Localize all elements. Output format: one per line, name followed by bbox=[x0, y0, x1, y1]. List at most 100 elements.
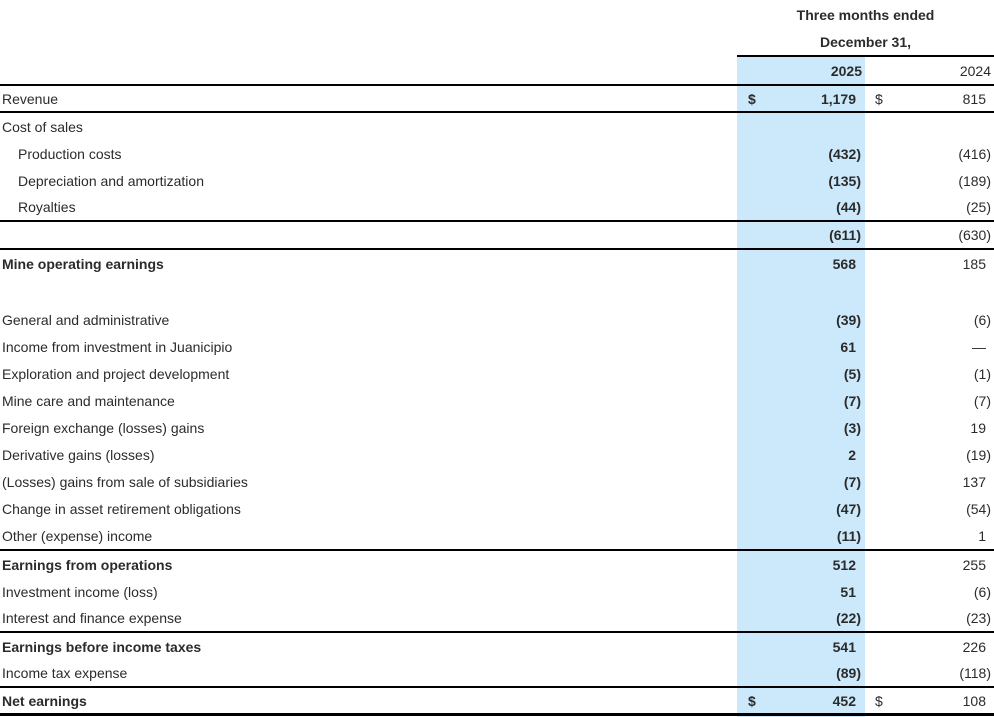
amount-2024: (19) bbox=[966, 446, 991, 463]
table-row-derivative: Derivative gains (losses) 2 (19) bbox=[0, 441, 994, 468]
row-label: Foreign exchange (losses) gains bbox=[2, 419, 205, 436]
period-line1: Three months ended bbox=[796, 6, 935, 23]
cell-2024: (1) bbox=[865, 366, 994, 382]
cell-2025: (89) bbox=[737, 665, 865, 681]
cell-2025: (39) bbox=[737, 312, 865, 328]
cell-2024: 226 bbox=[865, 639, 994, 655]
cell-2024: 255 bbox=[865, 557, 994, 573]
row-label: Royalties bbox=[18, 199, 76, 215]
dollar-sign: $ bbox=[875, 692, 883, 709]
amount-2025: (47) bbox=[836, 500, 861, 517]
row-label: Exploration and project development bbox=[2, 365, 230, 382]
table-row-cost-of-sales-total: (611) (630) bbox=[0, 222, 994, 250]
cell-2025: (5) bbox=[737, 366, 865, 382]
table-row-mine-operating-earnings: Mine operating earnings 568 185 bbox=[0, 250, 994, 278]
cell-2025: $452 bbox=[737, 693, 865, 709]
row-label: Mine operating earnings bbox=[2, 256, 164, 272]
row-label: Derivative gains (losses) bbox=[2, 446, 155, 463]
cell-2025: (611) bbox=[737, 227, 865, 243]
cell-2024: (630) bbox=[865, 227, 994, 243]
row-label: Interest and finance expense bbox=[2, 610, 182, 626]
cell-2025: (135) bbox=[737, 173, 865, 189]
table-row-income-juanicipio: Income from investment in Juanicipio 61 … bbox=[0, 333, 994, 360]
amount-2025: (11) bbox=[836, 527, 861, 544]
amount-2025: 452 bbox=[832, 692, 856, 709]
cell-2024: 19 bbox=[865, 420, 994, 436]
amount-2024: — bbox=[972, 338, 986, 355]
highlight-column-2025 bbox=[737, 57, 865, 717]
row-label: Income from investment in Juanicipio bbox=[2, 338, 233, 355]
cell-2025: (3) bbox=[737, 420, 865, 436]
amount-2025: 541 bbox=[832, 638, 856, 655]
cell-2024: (19) bbox=[865, 447, 994, 463]
table-row-revenue: Revenue $1,179 $815 bbox=[0, 86, 994, 113]
cell-2025: (22) bbox=[737, 610, 865, 626]
cell-2024: 185 bbox=[865, 256, 994, 272]
amount-2025: (3) bbox=[843, 419, 861, 436]
amount-2024: (1) bbox=[973, 365, 991, 382]
amount-2024: (6) bbox=[973, 311, 991, 328]
row-label: Income tax expense bbox=[2, 665, 128, 681]
period-header-row-1: Three months ended bbox=[0, 0, 994, 29]
row-label: Other (expense) income bbox=[2, 527, 153, 544]
cell-2025: (44) bbox=[737, 199, 865, 215]
amount-2024: 137 bbox=[962, 473, 986, 490]
table-row-cost-of-sales: Cost of sales bbox=[0, 113, 994, 140]
amount-2024: 1 bbox=[978, 527, 986, 544]
amount-2025: 512 bbox=[832, 556, 856, 573]
table-row-interest-finance: Interest and finance expense (22) (23) bbox=[0, 605, 994, 633]
table-row-blank bbox=[0, 278, 994, 306]
row-label: Mine care and maintenance bbox=[2, 392, 175, 409]
table-row-production-costs: Production costs (432) (416) bbox=[0, 140, 994, 167]
cell-2024: (189) bbox=[865, 173, 994, 189]
table-row-depreciation: Depreciation and amortization (135) (189… bbox=[0, 167, 994, 194]
row-label: Production costs bbox=[18, 145, 122, 162]
cell-2025: (47) bbox=[737, 501, 865, 517]
cell-2025: (11) bbox=[737, 528, 865, 544]
amount-2024: (7) bbox=[973, 392, 991, 409]
amount-2025: (135) bbox=[828, 172, 861, 189]
amount-2024: 226 bbox=[962, 638, 986, 655]
amount-2025: (7) bbox=[843, 473, 861, 490]
table-row-foreign-exchange: Foreign exchange (losses) gains (3) 19 bbox=[0, 414, 994, 441]
amount-2024: 108 bbox=[962, 692, 986, 709]
row-label: Net earnings bbox=[2, 692, 87, 709]
cell-2024: (25) bbox=[865, 199, 994, 215]
amount-2024: (189) bbox=[958, 172, 991, 189]
amount-2025: (611) bbox=[829, 227, 861, 243]
row-label: Revenue bbox=[2, 90, 59, 107]
dollar-sign: $ bbox=[875, 90, 883, 107]
amount-2025: (39) bbox=[836, 311, 861, 328]
amount-2024: (54) bbox=[966, 500, 991, 517]
row-label: Earnings before income taxes bbox=[2, 638, 202, 655]
dollar-sign: $ bbox=[748, 90, 756, 107]
cell-2025: 541 bbox=[737, 639, 865, 655]
column-header-2025: 2025 bbox=[830, 62, 862, 79]
row-label: Depreciation and amortization bbox=[18, 172, 204, 189]
cell-2025: 512 bbox=[737, 557, 865, 573]
table-row-income-tax: Income tax expense (89) (118) bbox=[0, 660, 994, 688]
table-row-sale-subsidiaries: (Losses) gains from sale of subsidiaries… bbox=[0, 468, 994, 495]
amount-2024: 19 bbox=[970, 419, 986, 436]
cell-2024: (416) bbox=[865, 146, 994, 162]
period-line2: December 31, bbox=[737, 29, 994, 57]
cell-2024: (6) bbox=[865, 312, 994, 328]
cell-2024: 1 bbox=[865, 528, 994, 544]
year-header-row: 2025 2024 bbox=[0, 57, 994, 86]
cell-2024: 137 bbox=[865, 474, 994, 490]
amount-2024: (23) bbox=[966, 610, 991, 626]
amount-2025: 51 bbox=[840, 583, 856, 600]
table-row-general-administrative: General and administrative (39) (6) bbox=[0, 306, 994, 333]
cell-2025: $1,179 bbox=[737, 91, 865, 107]
amount-2025: (44) bbox=[836, 199, 861, 215]
cell-2024: (7) bbox=[865, 393, 994, 409]
cell-2024: $815 bbox=[865, 91, 994, 107]
table-row-exploration: Exploration and project development (5) … bbox=[0, 360, 994, 387]
table-row-mine-care: Mine care and maintenance (7) (7) bbox=[0, 387, 994, 414]
row-label: Change in asset retirement obligations bbox=[2, 500, 241, 517]
cell-2025: 2 bbox=[737, 447, 865, 463]
amount-2025: 2 bbox=[848, 446, 856, 463]
amount-2024: (630) bbox=[958, 227, 991, 243]
amount-2025: (5) bbox=[843, 365, 861, 382]
